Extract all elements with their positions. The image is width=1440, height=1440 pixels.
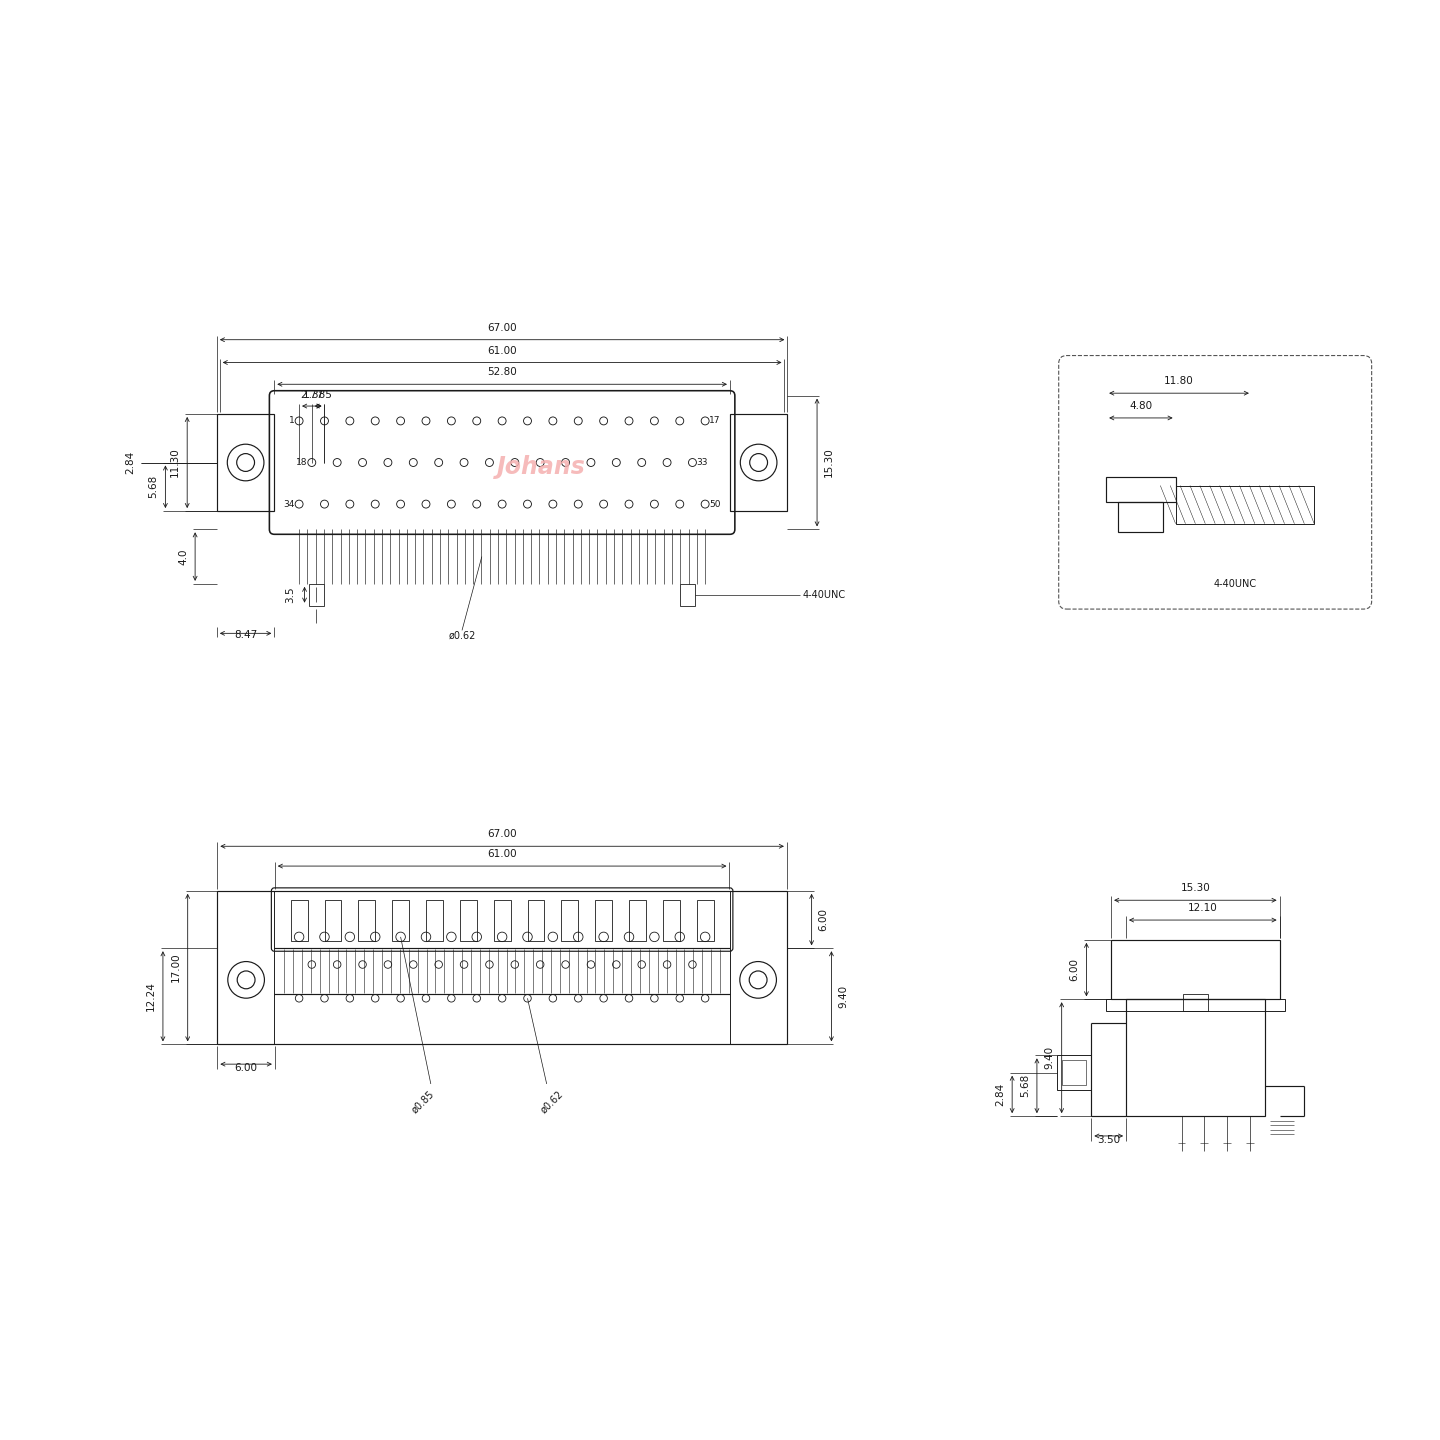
Bar — [1112, 940, 1280, 999]
Text: 3.50: 3.50 — [1097, 1135, 1120, 1145]
Bar — [217, 891, 786, 1044]
Bar — [595, 900, 612, 942]
Bar — [217, 413, 275, 511]
Text: 11.80: 11.80 — [1164, 376, 1194, 386]
Text: 11.30: 11.30 — [170, 448, 180, 478]
Bar — [459, 900, 477, 942]
Text: 50: 50 — [708, 500, 720, 508]
Text: 17.00: 17.00 — [171, 953, 181, 982]
Text: 1.385: 1.385 — [304, 390, 333, 400]
Bar — [275, 891, 730, 1044]
Text: 6.00: 6.00 — [818, 909, 828, 932]
Bar — [1184, 995, 1208, 1011]
Bar — [291, 900, 308, 942]
Text: 8.47: 8.47 — [233, 631, 258, 641]
Text: 12.10: 12.10 — [1188, 903, 1218, 913]
Text: 67.00: 67.00 — [487, 829, 517, 840]
Text: ø0.62: ø0.62 — [448, 631, 475, 641]
Text: 15.30: 15.30 — [1181, 883, 1210, 893]
Bar — [359, 900, 376, 942]
Bar — [527, 900, 544, 942]
Bar — [1119, 503, 1164, 531]
Text: 6.00: 6.00 — [1070, 958, 1080, 981]
Text: 12.24: 12.24 — [145, 982, 156, 1011]
Text: Johans: Johans — [497, 455, 586, 480]
Text: 34: 34 — [284, 500, 295, 508]
Bar — [680, 583, 696, 606]
Text: 4.0: 4.0 — [179, 549, 189, 564]
Text: 18: 18 — [297, 458, 308, 467]
Text: 15.30: 15.30 — [824, 448, 834, 478]
Text: 5.68: 5.68 — [148, 475, 158, 498]
Bar — [697, 900, 714, 942]
Text: 4-40UNC: 4-40UNC — [802, 590, 845, 599]
Text: 1: 1 — [289, 416, 295, 425]
Text: 67.00: 67.00 — [487, 323, 517, 333]
Bar — [310, 583, 324, 606]
Text: 9.40: 9.40 — [838, 985, 848, 1008]
Bar — [494, 900, 511, 942]
Bar — [1106, 999, 1284, 1011]
Text: 61.00: 61.00 — [487, 850, 517, 860]
Text: 2.84: 2.84 — [125, 451, 135, 474]
Bar — [562, 900, 579, 942]
Text: 6.00: 6.00 — [235, 1063, 258, 1073]
Text: ø0.85: ø0.85 — [409, 1089, 436, 1116]
Bar — [629, 900, 647, 942]
Bar — [1106, 478, 1175, 503]
Bar — [426, 900, 444, 942]
Bar — [1057, 1056, 1092, 1090]
Bar — [392, 900, 409, 942]
Text: 4.80: 4.80 — [1129, 400, 1152, 410]
Bar — [730, 413, 788, 511]
Text: 61.00: 61.00 — [487, 346, 517, 356]
Text: 5.68: 5.68 — [1020, 1074, 1030, 1097]
Text: 3.5: 3.5 — [285, 586, 295, 603]
Text: 9.40: 9.40 — [1045, 1045, 1054, 1070]
Bar — [324, 900, 341, 942]
Text: 17: 17 — [708, 416, 720, 425]
Bar — [662, 900, 680, 942]
Text: 52.80: 52.80 — [487, 367, 517, 377]
Text: 33: 33 — [697, 458, 708, 467]
Text: 2.84: 2.84 — [995, 1083, 1005, 1106]
Text: ø0.62: ø0.62 — [539, 1089, 564, 1116]
Text: 2.77: 2.77 — [300, 390, 324, 400]
Bar — [1061, 1060, 1086, 1086]
Bar — [1126, 999, 1264, 1116]
Bar — [1175, 485, 1315, 524]
Text: 4-40UNC: 4-40UNC — [1214, 579, 1257, 589]
